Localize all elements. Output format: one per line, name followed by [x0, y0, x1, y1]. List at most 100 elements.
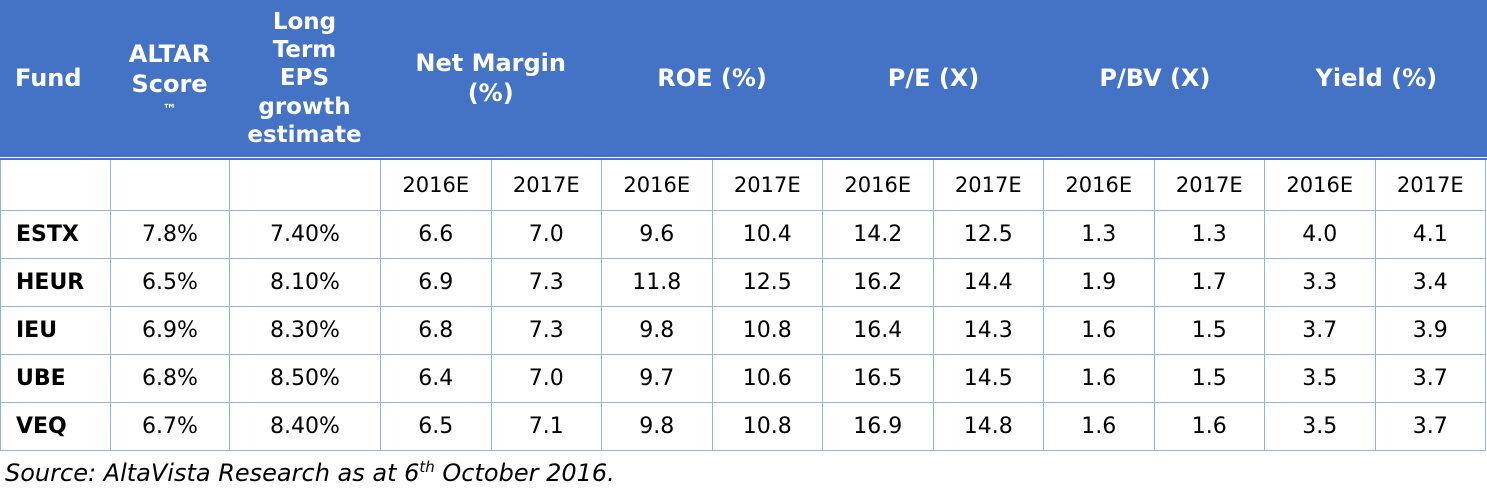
- metric-value-cell: 1.6: [1154, 403, 1265, 451]
- year-header-blank-lteps: [230, 160, 381, 211]
- altar-score-cell: 7.8%: [111, 211, 230, 259]
- lt-eps-growth-cell: 8.40%: [230, 403, 381, 451]
- column-header-lt-eps-growth-label: Long Term EPS growth estimate: [247, 9, 362, 148]
- year-header: 2017E: [933, 160, 1044, 211]
- metric-value-cell: 1.5: [1154, 355, 1265, 403]
- metric-value-cell: 3.3: [1265, 259, 1376, 307]
- metric-value-cell: 3.5: [1265, 403, 1376, 451]
- metric-value-cell: 14.4: [933, 259, 1044, 307]
- metric-value-cell: 1.5: [1154, 307, 1265, 355]
- metric-value-cell: 3.7: [1375, 403, 1486, 451]
- metric-value-cell: 16.5: [823, 355, 934, 403]
- metric-value-cell: 9.8: [602, 403, 713, 451]
- metric-value-cell: 16.2: [823, 259, 934, 307]
- lt-eps-growth-cell: 8.50%: [230, 355, 381, 403]
- column-header-fund-label: Fund: [15, 63, 82, 92]
- fund-name-cell: ESTX: [1, 211, 111, 259]
- metric-value-cell: 6.6: [381, 211, 492, 259]
- metric-value-cell: 1.7: [1154, 259, 1265, 307]
- year-header: 2016E: [602, 160, 713, 211]
- group-header-pbv: P/BV (X): [1044, 0, 1265, 157]
- source-note-text-suffix: October 2016.: [434, 459, 615, 487]
- year-header: 2017E: [1154, 160, 1265, 211]
- source-note: Source: AltaVista Research as at 6th Oct…: [0, 451, 1487, 487]
- metric-value-cell: 9.8: [602, 307, 713, 355]
- source-note-superscript: th: [419, 458, 435, 476]
- metric-value-cell: 7.1: [491, 403, 602, 451]
- altar-score-cell: 6.7%: [111, 403, 230, 451]
- metric-value-cell: 7.0: [491, 211, 602, 259]
- header-divider-rule: [0, 158, 1487, 160]
- lt-eps-growth-cell: 7.40%: [230, 211, 381, 259]
- metric-value-cell: 11.8: [602, 259, 713, 307]
- group-header-label: Yield (%): [1315, 63, 1438, 92]
- column-header-fund: Fund: [0, 0, 110, 157]
- group-header-label: ROE (%): [657, 63, 767, 92]
- fund-name-cell: HEUR: [1, 259, 111, 307]
- metric-value-cell: 9.6: [602, 211, 713, 259]
- metric-value-cell: 1.6: [1044, 307, 1155, 355]
- metric-value-cell: 1.3: [1044, 211, 1155, 259]
- year-header: 2017E: [712, 160, 823, 211]
- lt-eps-growth-cell: 8.10%: [230, 259, 381, 307]
- table-group-header: Fund ALTAR Score ™ Long Term EPS growth …: [0, 0, 1487, 157]
- metric-value-cell: 6.9: [381, 259, 492, 307]
- metric-value-cell: 14.2: [823, 211, 934, 259]
- metric-value-cell: 12.5: [933, 211, 1044, 259]
- year-header-blank-altar: [111, 160, 230, 211]
- metric-value-cell: 1.9: [1044, 259, 1155, 307]
- metric-value-cell: 6.8: [381, 307, 492, 355]
- table-body-grid: 2016E 2017E 2016E 2017E 2016E 2017E 2016E 2017E…: [0, 160, 1486, 451]
- metric-value-cell: 1.3: [1154, 211, 1265, 259]
- fund-name-cell: IEU: [1, 307, 111, 355]
- column-header-altar-score-label: ALTAR Score: [128, 40, 211, 98]
- metric-value-cell: 16.4: [823, 307, 934, 355]
- metric-value-cell: 16.9: [823, 403, 934, 451]
- year-header: 2016E: [381, 160, 492, 211]
- metric-value-cell: 10.6: [712, 355, 823, 403]
- group-header-yield: Yield (%): [1266, 0, 1487, 157]
- metric-value-cell: 14.5: [933, 355, 1044, 403]
- metric-value-cell: 7.0: [491, 355, 602, 403]
- metric-value-cell: 3.9: [1375, 307, 1486, 355]
- metric-value-cell: 3.7: [1375, 355, 1486, 403]
- metric-value-cell: 12.5: [712, 259, 823, 307]
- column-header-altar-score: ALTAR Score ™: [110, 0, 229, 157]
- metric-value-cell: 4.1: [1375, 211, 1486, 259]
- metric-value-cell: 10.4: [712, 211, 823, 259]
- metric-value-cell: 10.8: [712, 403, 823, 451]
- group-header-net: Net Margin (%): [380, 0, 601, 157]
- year-header: 2016E: [1044, 160, 1155, 211]
- metric-value-cell: 3.4: [1375, 259, 1486, 307]
- metric-value-cell: 14.3: [933, 307, 1044, 355]
- source-note-text: Source: AltaVista Research as at 6: [5, 459, 420, 487]
- metric-value-cell: 4.0: [1265, 211, 1376, 259]
- metric-value-cell: 3.7: [1265, 307, 1376, 355]
- metric-value-cell: 7.3: [491, 259, 602, 307]
- metric-value-cell: 7.3: [491, 307, 602, 355]
- altar-score-cell: 6.8%: [111, 355, 230, 403]
- group-header-label: Net Margin (%): [415, 49, 566, 107]
- altar-score-cell: 6.5%: [111, 259, 230, 307]
- year-header: 2017E: [491, 160, 602, 211]
- column-header-lt-eps-growth: Long Term EPS growth estimate: [229, 0, 380, 157]
- fund-name-cell: VEQ: [1, 403, 111, 451]
- fund-name-cell: UBE: [1, 355, 111, 403]
- metric-value-cell: 1.6: [1044, 355, 1155, 403]
- year-header-blank-fund: [1, 160, 111, 211]
- metric-value-cell: 6.4: [381, 355, 492, 403]
- lt-eps-growth-cell: 8.30%: [230, 307, 381, 355]
- group-header-pe: P/E (X): [823, 0, 1044, 157]
- group-header-label: P/BV (X): [1099, 63, 1211, 92]
- year-header: 2017E: [1375, 160, 1486, 211]
- metric-value-cell: 1.6: [1044, 403, 1155, 451]
- year-header: 2016E: [1265, 160, 1376, 211]
- metric-value-cell: 6.5: [381, 403, 492, 451]
- group-header-label: P/E (X): [887, 63, 980, 92]
- metric-value-cell: 10.8: [712, 307, 823, 355]
- altar-score-cell: 6.9%: [111, 307, 230, 355]
- trademark-symbol: ™: [162, 101, 177, 118]
- year-header: 2016E: [823, 160, 934, 211]
- metric-value-cell: 9.7: [602, 355, 713, 403]
